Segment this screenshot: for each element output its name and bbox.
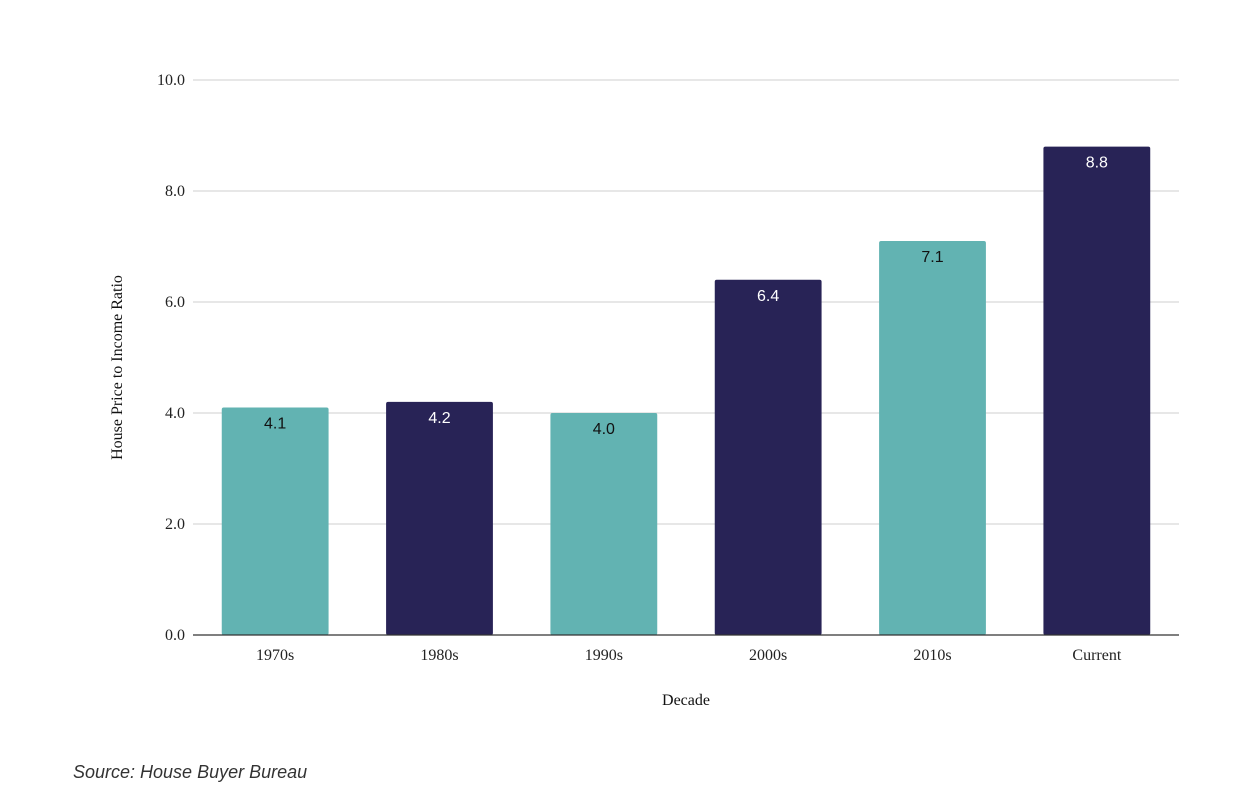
x-tick-label: Current — [1072, 647, 1121, 664]
x-tick-label: 1970s — [256, 647, 294, 664]
x-axis-title: Decade — [662, 692, 710, 709]
data-label: 7.1 — [921, 249, 943, 266]
x-tick-label: 1980s — [420, 647, 458, 664]
bar-1980s — [386, 401, 493, 635]
data-label: 6.4 — [757, 288, 779, 305]
data-label: 4.1 — [264, 415, 286, 432]
data-label: 8.8 — [1086, 155, 1108, 172]
source-note: Source: House Buyer Bureau — [73, 762, 308, 782]
bar-2010s — [879, 240, 986, 635]
x-tick-label: 1990s — [585, 647, 623, 664]
y-tick-label: 6.0 — [165, 294, 185, 311]
y-tick-label: 10.0 — [157, 72, 185, 89]
bar-chart: 0.0 2.0 4.0 6.0 8.0 10.0 4.1 4.2 4.0 6.4 7.1 8.8 1… — [109, 72, 1179, 709]
gridlines — [193, 79, 1179, 525]
y-tick-label: 8.0 — [165, 183, 185, 200]
bar-current — [1043, 146, 1151, 635]
data-label: 4.0 — [593, 421, 615, 438]
bar-1990s — [550, 413, 658, 635]
y-tick-label: 2.0 — [165, 516, 185, 533]
y-tick-label: 4.0 — [165, 405, 185, 422]
data-label: 4.2 — [428, 410, 450, 427]
x-tick-label: 2010s — [913, 647, 951, 664]
y-tick-label: 0.0 — [165, 627, 185, 644]
x-axis-ticks: 1970s 1980s 1990s 2000s 2010s Current — [256, 647, 1122, 664]
y-axis-ticks: 0.0 2.0 4.0 6.0 8.0 10.0 — [157, 72, 185, 644]
bars: 4.1 4.2 4.0 6.4 7.1 8.8 — [221, 146, 1151, 635]
y-axis-title: House Price to Income Ratio — [109, 275, 126, 460]
bar-1970s — [221, 407, 329, 635]
bar-2000s — [714, 279, 822, 635]
x-tick-label: 2000s — [749, 647, 787, 664]
